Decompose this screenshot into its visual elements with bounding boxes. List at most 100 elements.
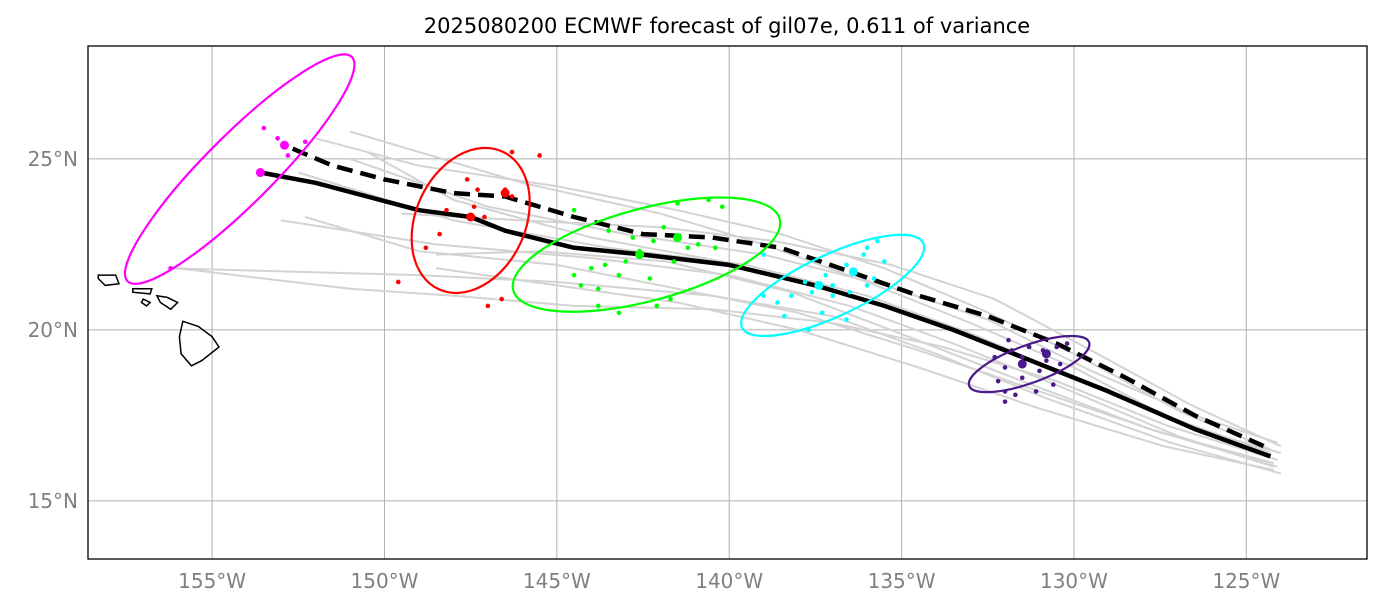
member-position: [661, 224, 667, 230]
member-position: [1057, 361, 1063, 367]
ensemble-track: [401, 212, 1282, 448]
mean-track-dashed: [283, 143, 1265, 449]
ensemble-track: [280, 219, 1275, 468]
member-position: [1002, 389, 1008, 394]
member-position: [1002, 365, 1008, 370]
member-position: [595, 286, 601, 292]
member-position: [509, 194, 515, 199]
member-position: [509, 149, 515, 155]
member-position: [844, 262, 849, 268]
mean-position: [635, 250, 645, 260]
plot-area: [47, 53, 1282, 475]
ensemble-track: [436, 267, 1275, 472]
member-position: [992, 354, 997, 360]
member-position: [713, 245, 718, 251]
member-position: [1009, 348, 1015, 353]
member-position: [806, 327, 811, 333]
member-position: [995, 378, 1001, 384]
member-position: [1037, 368, 1042, 374]
member-position: [1026, 344, 1032, 350]
member-position: [871, 276, 877, 281]
member-position: [464, 177, 470, 182]
axis-ticks: 155°W 150°W 145°W 140°W 135°W 130°W 125°W 25°N 2…: [28, 147, 1281, 593]
member-position: [671, 259, 677, 264]
member-position: [571, 272, 577, 278]
lon-tick-label: 140°W: [695, 569, 763, 593]
lon-tick-label: 130°W: [1040, 569, 1108, 593]
member-position: [1064, 341, 1070, 346]
member-position: [775, 300, 780, 305]
member-position: [864, 283, 870, 288]
member-position: [475, 187, 480, 192]
member-position: [802, 279, 808, 285]
member-position: [606, 228, 611, 233]
island-outline: [140, 298, 152, 307]
member-position: [589, 266, 594, 271]
mean-position: [500, 188, 510, 198]
forecast-groups: [123, 53, 1091, 404]
member-position: [1044, 358, 1049, 363]
member-position: [1002, 399, 1008, 404]
lon-tick-label: 125°W: [1212, 569, 1280, 593]
member-position: [668, 296, 673, 302]
mean-track-solid: [259, 170, 1272, 459]
member-position: [675, 201, 680, 206]
member-position: [782, 313, 787, 319]
member-position: [830, 283, 835, 288]
mean-tracks: [259, 143, 1272, 459]
mean-position: [1041, 349, 1051, 359]
member-position: [168, 266, 174, 271]
mean-position: [466, 212, 476, 222]
member-position: [706, 197, 711, 203]
island-outline: [97, 274, 121, 287]
member-position: [761, 252, 766, 257]
uncertainty-ellipse: [740, 233, 926, 338]
member-position: [578, 283, 584, 288]
member-position: [595, 303, 601, 309]
member-position: [820, 310, 825, 316]
mean-position: [814, 280, 824, 290]
member-position: [761, 293, 766, 298]
member-position: [1019, 375, 1025, 381]
member-position: [830, 293, 835, 298]
lon-tick-label: 150°W: [351, 569, 419, 593]
hawaii-coastline: [47, 253, 221, 367]
member-position: [685, 245, 691, 251]
uncertainty-ellipse: [123, 53, 356, 285]
ensemble-track: [349, 130, 1268, 458]
uncertainty-ellipse: [410, 146, 531, 295]
member-position: [1006, 337, 1011, 343]
lat-tick-label: 20°N: [28, 318, 78, 342]
lat-tick-label: 25°N: [28, 147, 78, 171]
member-position: [630, 235, 635, 240]
uncertainty-ellipse: [967, 334, 1091, 394]
mean-position: [673, 233, 683, 243]
member-position: [1054, 344, 1060, 350]
member-position: [275, 136, 280, 141]
member-position: [1013, 392, 1018, 398]
gridlines: [88, 46, 1367, 559]
island-outline: [47, 253, 64, 265]
lon-tick-label: 145°W: [523, 569, 591, 593]
uncertainty-ellipse: [511, 196, 782, 313]
member-position: [823, 272, 829, 278]
member-position: [1019, 354, 1025, 360]
ensemble-tracks: [167, 130, 1282, 475]
member-position: [651, 238, 656, 244]
member-position: [437, 231, 442, 237]
ensemble-track: [436, 250, 1278, 468]
member-position: [695, 242, 701, 247]
member-position: [571, 207, 577, 213]
island-outline: [155, 294, 179, 311]
member-position: [395, 279, 401, 285]
member-position: [423, 245, 429, 251]
member-position: [616, 272, 622, 278]
member-position: [788, 293, 794, 298]
member-position: [809, 289, 815, 295]
member-position: [1050, 382, 1056, 387]
island-outline: [132, 288, 153, 295]
ensemble-track: [177, 267, 1278, 461]
island-outline: [178, 320, 221, 367]
